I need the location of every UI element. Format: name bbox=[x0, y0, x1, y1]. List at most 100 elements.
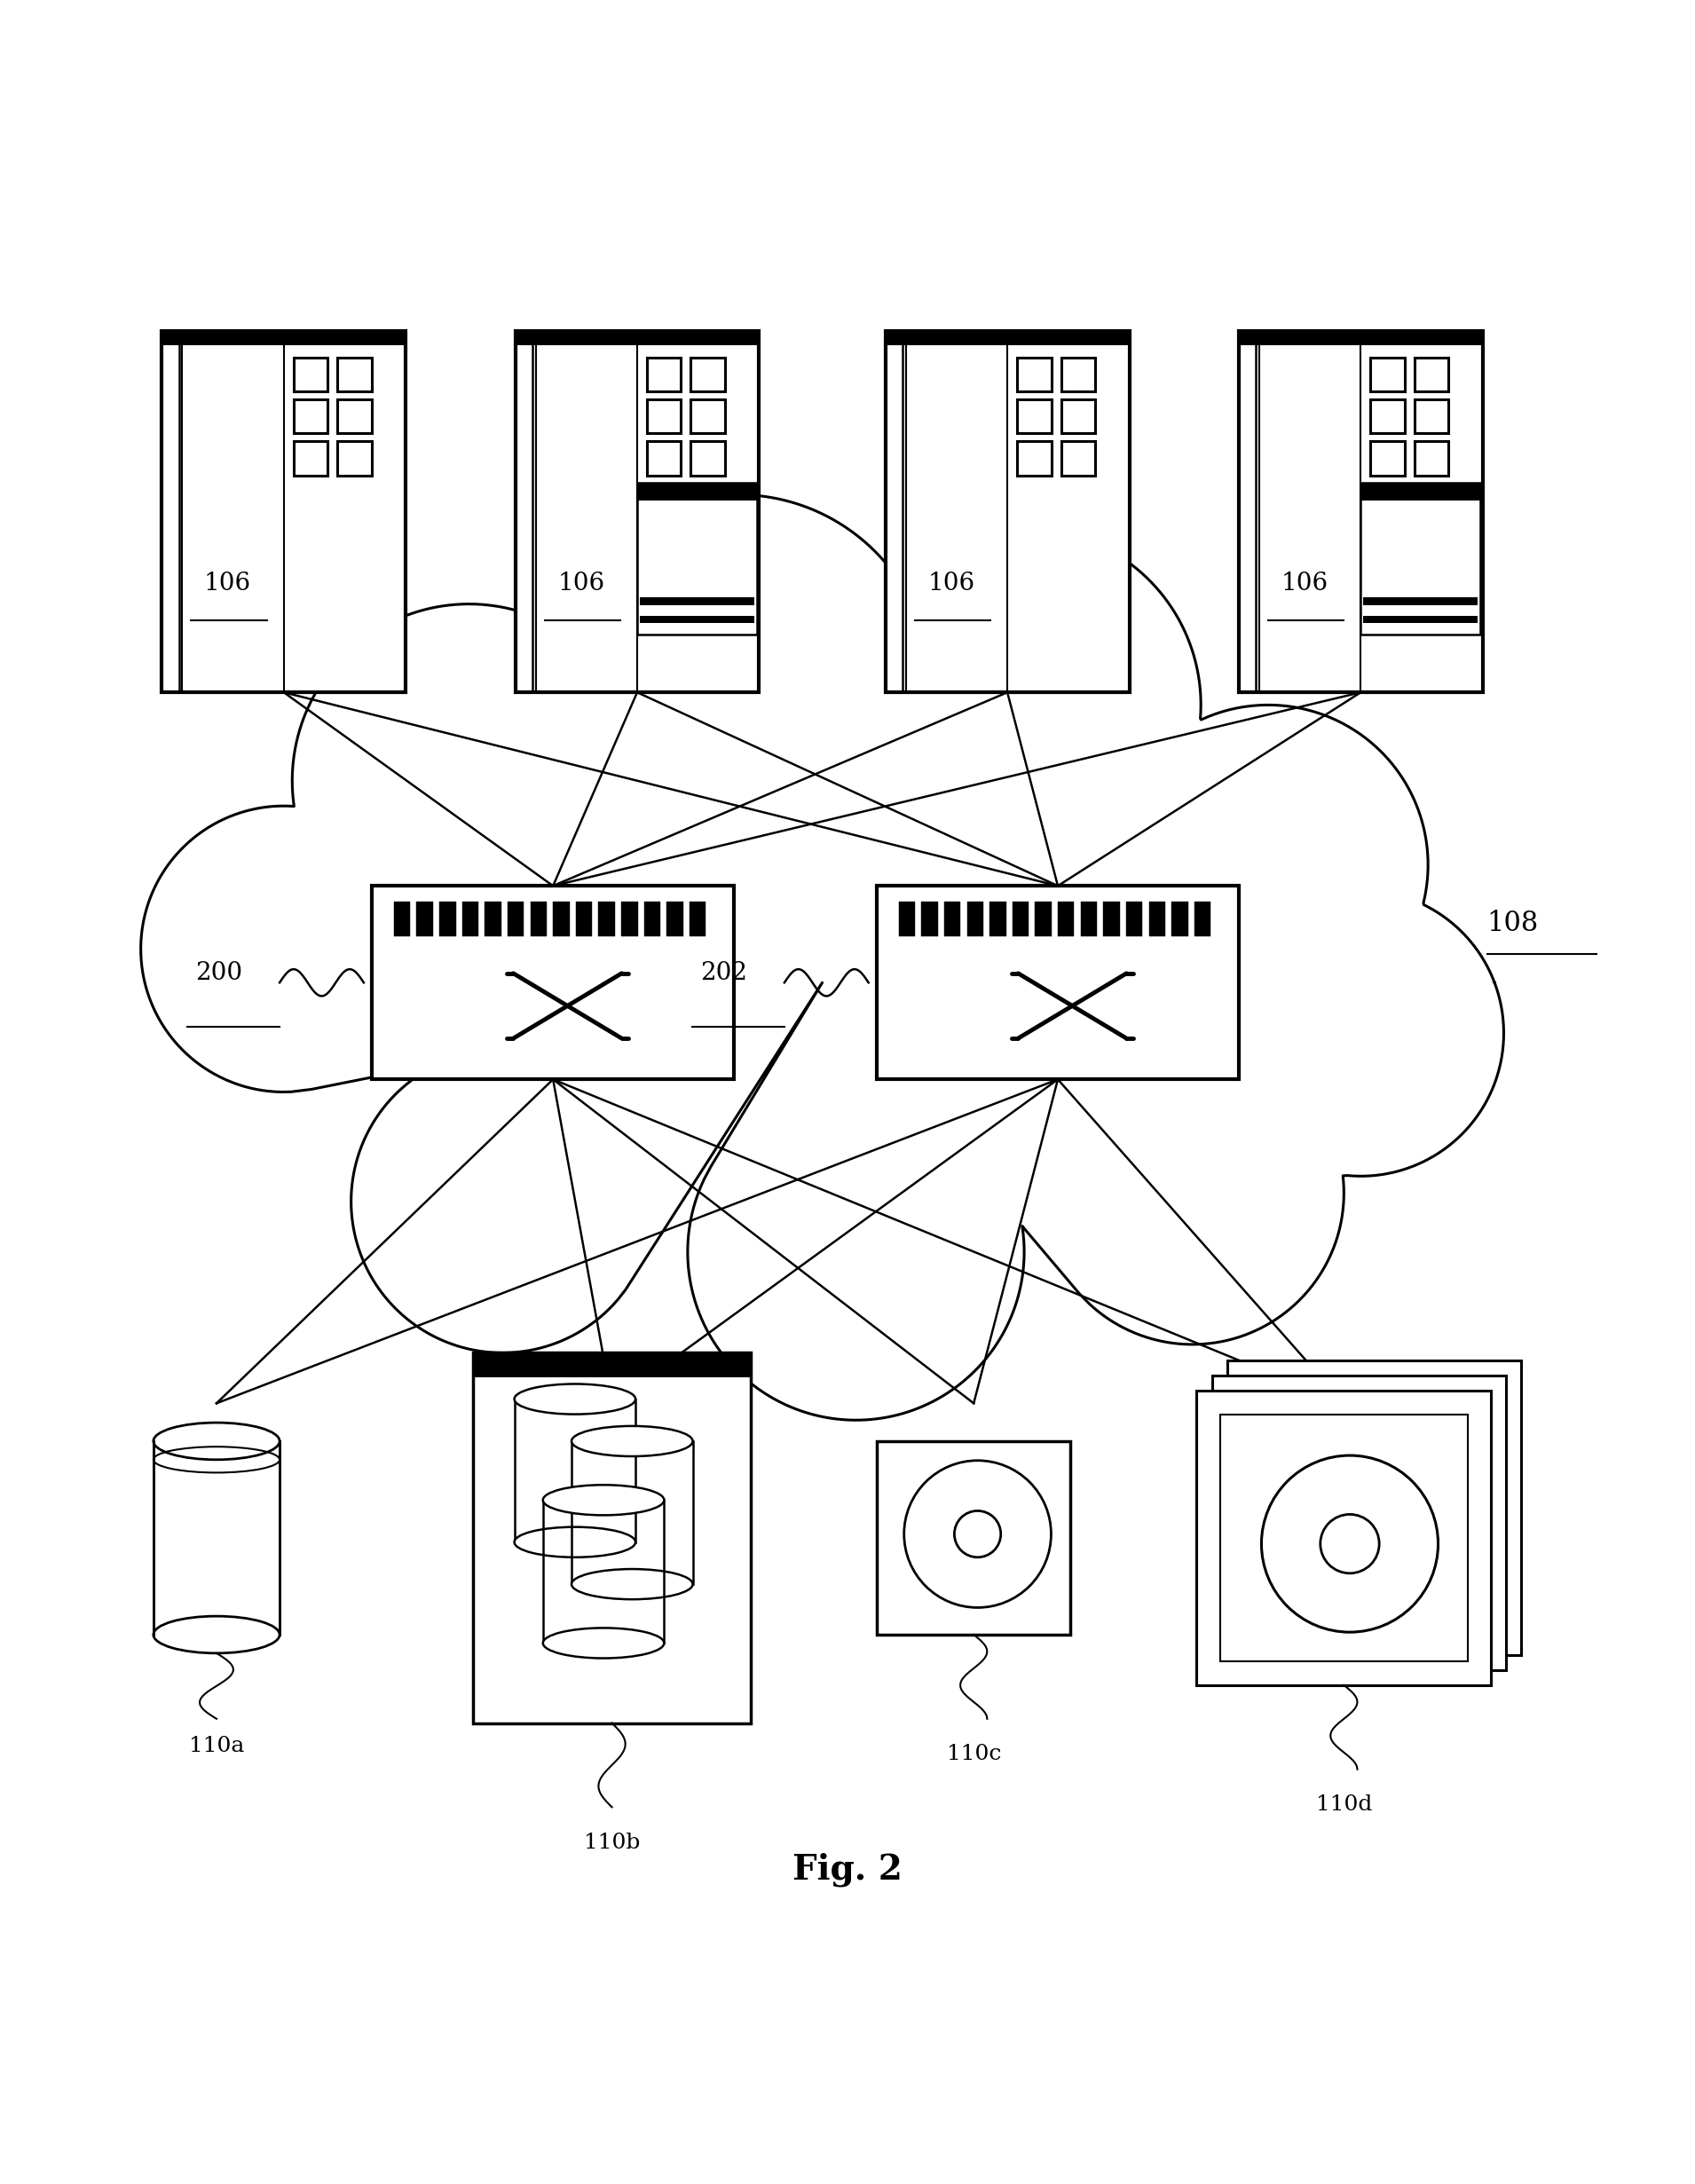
Circle shape bbox=[1217, 891, 1503, 1177]
Bar bbox=[1414, 441, 1449, 476]
Bar bbox=[515, 330, 759, 692]
Ellipse shape bbox=[571, 1426, 693, 1457]
Bar bbox=[637, 483, 756, 636]
Bar bbox=[598, 902, 615, 937]
Bar bbox=[1103, 902, 1120, 937]
Bar bbox=[1212, 1376, 1507, 1671]
Bar bbox=[515, 330, 532, 692]
Bar bbox=[666, 902, 683, 937]
Bar bbox=[1361, 483, 1480, 636]
Bar bbox=[1036, 902, 1051, 937]
Bar bbox=[1371, 441, 1405, 476]
Bar bbox=[1197, 1391, 1492, 1686]
Circle shape bbox=[954, 1511, 1000, 1557]
Circle shape bbox=[848, 529, 1200, 882]
Bar bbox=[1017, 400, 1051, 432]
Bar bbox=[161, 330, 180, 692]
Bar bbox=[463, 902, 478, 937]
Bar bbox=[647, 358, 681, 391]
Circle shape bbox=[1041, 1042, 1344, 1345]
Bar bbox=[876, 1441, 1071, 1634]
Bar bbox=[1239, 330, 1256, 692]
Bar bbox=[293, 441, 327, 476]
Bar bbox=[337, 400, 371, 432]
Bar bbox=[515, 330, 759, 345]
Polygon shape bbox=[542, 1500, 664, 1642]
Ellipse shape bbox=[153, 1616, 280, 1653]
Bar bbox=[637, 483, 756, 500]
Bar bbox=[553, 902, 570, 937]
Bar bbox=[990, 902, 1007, 937]
Bar bbox=[692, 400, 725, 432]
Bar bbox=[944, 902, 961, 937]
Text: Fig. 2: Fig. 2 bbox=[793, 1852, 902, 1887]
Bar bbox=[1371, 358, 1405, 391]
Bar bbox=[417, 902, 432, 937]
Polygon shape bbox=[571, 1441, 693, 1583]
Ellipse shape bbox=[542, 1627, 664, 1658]
Bar bbox=[1125, 902, 1142, 937]
Bar bbox=[1239, 330, 1483, 692]
Bar bbox=[531, 902, 547, 937]
Bar bbox=[1414, 400, 1449, 432]
Bar bbox=[647, 441, 681, 476]
Bar bbox=[692, 441, 725, 476]
Bar bbox=[373, 887, 734, 1079]
Bar bbox=[647, 400, 681, 432]
Text: 200: 200 bbox=[195, 961, 242, 985]
Text: 110c: 110c bbox=[946, 1745, 1002, 1765]
Bar bbox=[1171, 902, 1188, 937]
Circle shape bbox=[292, 605, 646, 957]
Ellipse shape bbox=[153, 1422, 280, 1459]
Ellipse shape bbox=[514, 1385, 636, 1415]
Bar bbox=[473, 1352, 751, 1723]
Bar bbox=[1363, 596, 1478, 605]
Bar bbox=[576, 902, 592, 937]
Circle shape bbox=[1320, 1514, 1380, 1572]
Bar bbox=[439, 902, 456, 937]
Text: 110d: 110d bbox=[1315, 1795, 1371, 1815]
Bar bbox=[1227, 1361, 1522, 1655]
Bar bbox=[1149, 902, 1164, 937]
Text: 106: 106 bbox=[203, 572, 251, 596]
Bar bbox=[337, 441, 371, 476]
Bar bbox=[692, 358, 725, 391]
Text: 110b: 110b bbox=[583, 1832, 641, 1852]
Polygon shape bbox=[153, 1441, 280, 1634]
Bar bbox=[293, 400, 327, 432]
Bar bbox=[473, 1352, 751, 1376]
Bar bbox=[885, 330, 1129, 345]
Bar bbox=[644, 902, 661, 937]
Bar bbox=[1058, 902, 1075, 937]
Ellipse shape bbox=[542, 1485, 664, 1516]
Bar bbox=[1081, 902, 1097, 937]
Bar bbox=[622, 902, 637, 937]
Bar bbox=[1361, 483, 1480, 500]
Circle shape bbox=[351, 1051, 654, 1352]
Bar bbox=[393, 902, 410, 937]
Bar bbox=[1061, 441, 1095, 476]
Circle shape bbox=[903, 1461, 1051, 1607]
Bar bbox=[1017, 358, 1051, 391]
Bar bbox=[898, 902, 915, 937]
Bar bbox=[507, 902, 524, 937]
Bar bbox=[922, 902, 937, 937]
Text: 106: 106 bbox=[558, 572, 605, 596]
Bar bbox=[1239, 330, 1483, 345]
Bar bbox=[1061, 400, 1095, 432]
Bar bbox=[1061, 358, 1095, 391]
Ellipse shape bbox=[571, 1568, 693, 1599]
Text: 108: 108 bbox=[1487, 911, 1539, 937]
Text: 106: 106 bbox=[927, 572, 975, 596]
Bar bbox=[966, 902, 983, 937]
Ellipse shape bbox=[514, 1527, 636, 1557]
Circle shape bbox=[1109, 705, 1427, 1024]
Bar bbox=[1012, 902, 1029, 937]
Circle shape bbox=[544, 494, 932, 882]
Bar bbox=[639, 616, 754, 622]
Circle shape bbox=[688, 1083, 1024, 1420]
Bar bbox=[885, 330, 902, 692]
Bar bbox=[161, 330, 405, 692]
Bar bbox=[876, 887, 1239, 1079]
Polygon shape bbox=[141, 494, 1503, 1420]
